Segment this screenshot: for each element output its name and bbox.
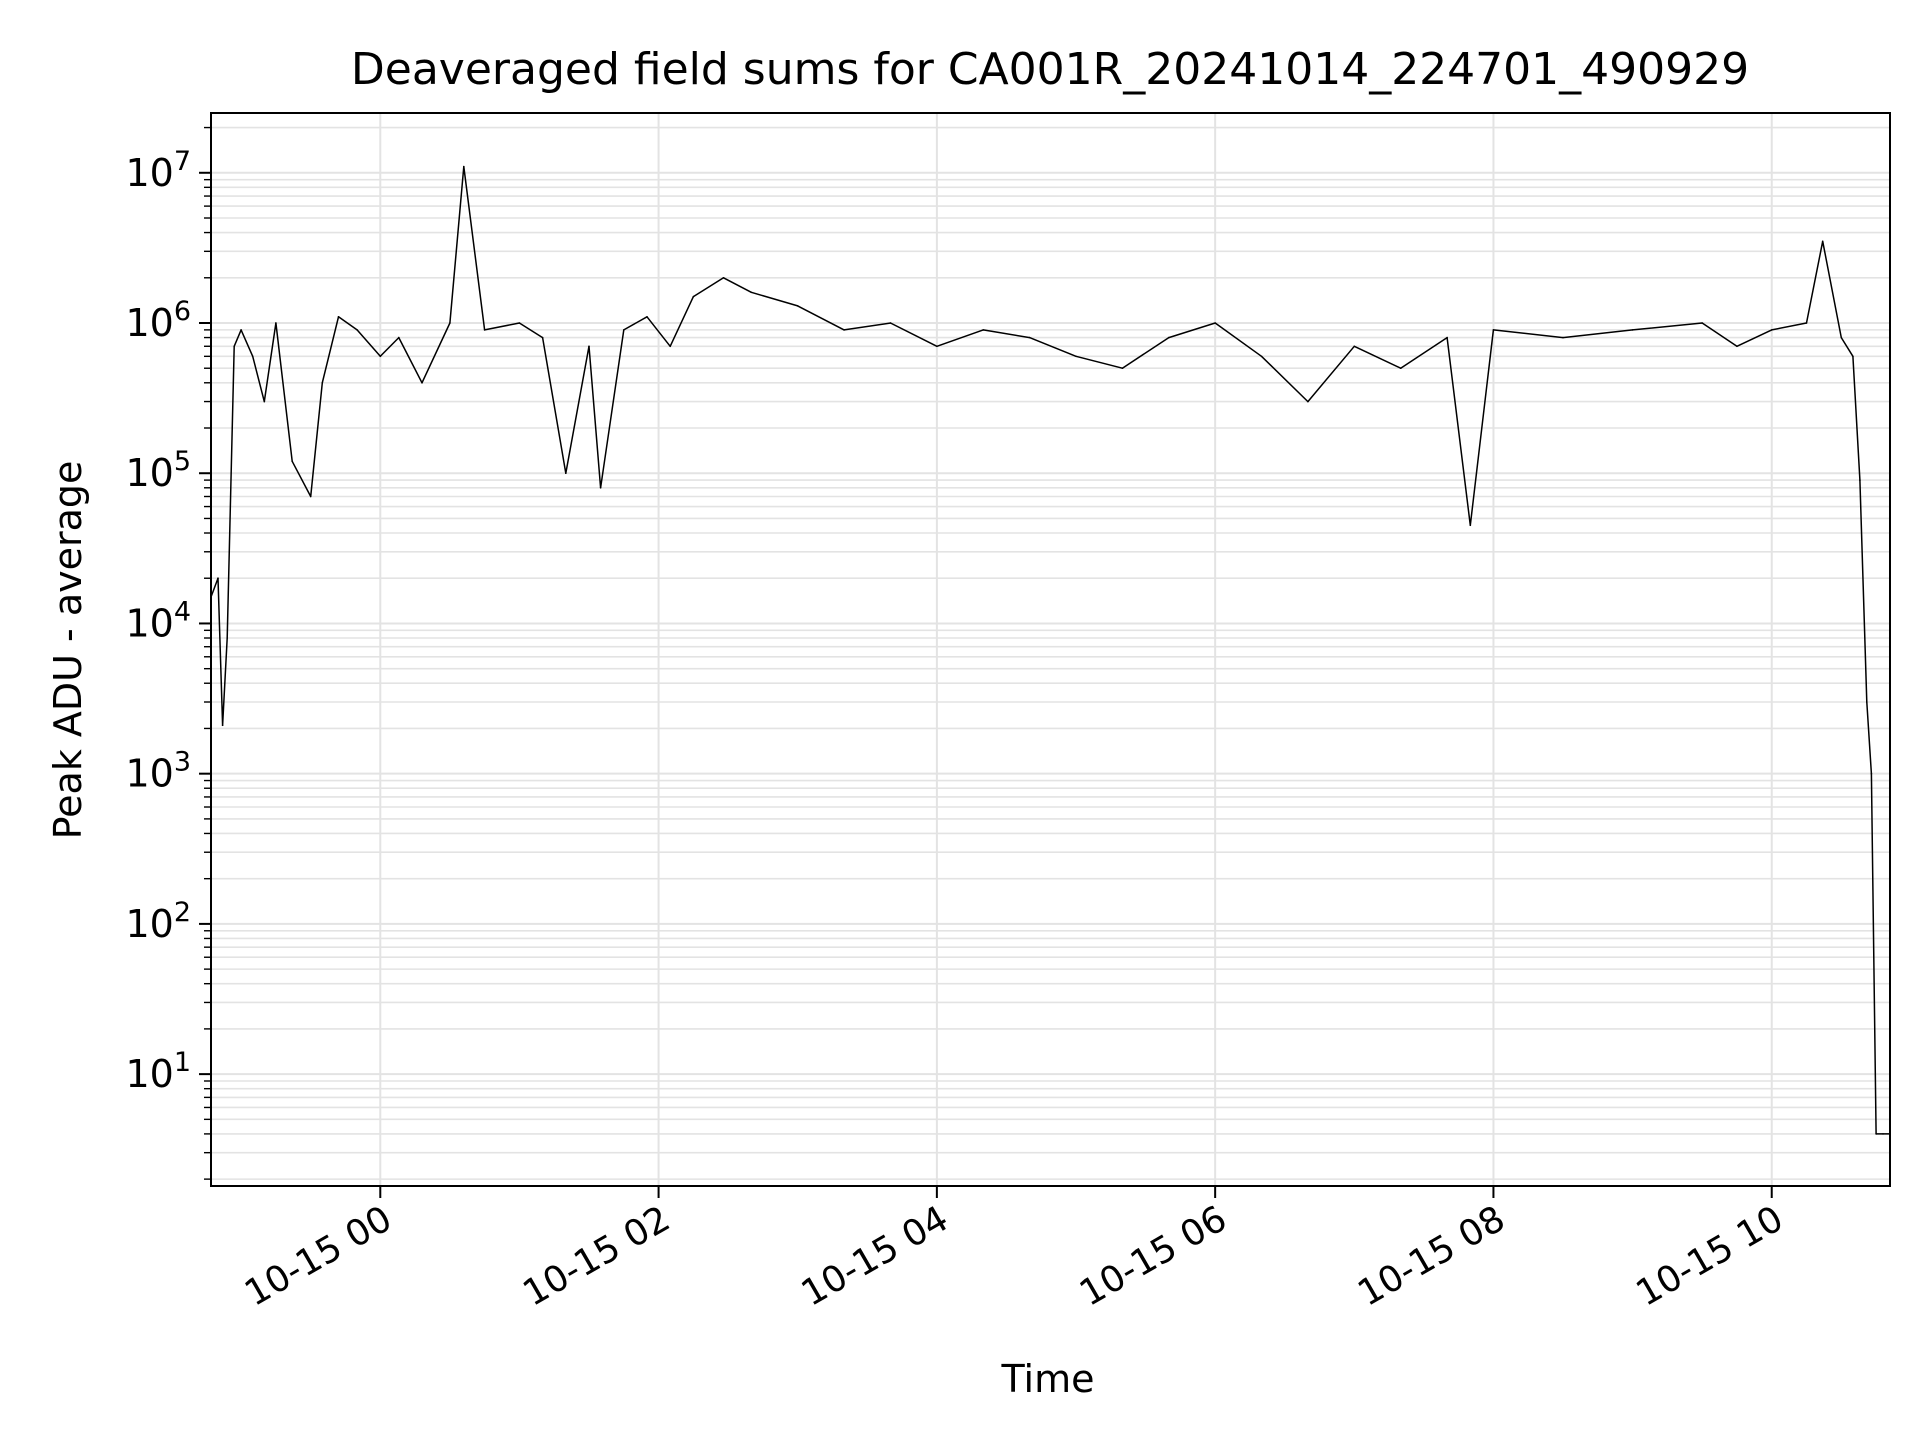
data-point bbox=[1399, 367, 1402, 370]
data-point bbox=[421, 382, 423, 384]
y-tick-label: 103 bbox=[125, 747, 191, 796]
data-point bbox=[1736, 345, 1738, 348]
data-point bbox=[541, 336, 544, 339]
data-point bbox=[337, 316, 340, 318]
data-point bbox=[1805, 322, 1808, 324]
data-point bbox=[722, 277, 725, 279]
data-point bbox=[1260, 355, 1263, 358]
data-point bbox=[669, 345, 671, 348]
data-point bbox=[1469, 524, 1472, 527]
data-point bbox=[1492, 329, 1495, 331]
data-point bbox=[309, 495, 312, 498]
data-point bbox=[379, 355, 382, 358]
data-point bbox=[1214, 322, 1216, 324]
data-point bbox=[646, 316, 648, 318]
data-point bbox=[1028, 336, 1031, 339]
data-point bbox=[843, 329, 845, 331]
data-point bbox=[1168, 336, 1170, 339]
data-point bbox=[1121, 367, 1124, 370]
data-point bbox=[1875, 1133, 1877, 1135]
y-tick-label: 104 bbox=[125, 596, 191, 645]
y-axis-label: Peak ADU - average bbox=[46, 461, 90, 840]
data-point bbox=[291, 460, 294, 463]
data-point bbox=[1870, 772, 1873, 775]
data-point bbox=[321, 382, 324, 384]
data-point bbox=[263, 400, 266, 403]
plot-frame bbox=[210, 112, 1891, 1187]
y-tick-label: 101 bbox=[125, 1047, 191, 1096]
data-point bbox=[1882, 1133, 1884, 1135]
data-point bbox=[599, 487, 602, 489]
y-tick-label: 106 bbox=[125, 296, 191, 345]
data-point bbox=[518, 322, 521, 324]
data-point bbox=[1866, 701, 1868, 703]
data-point bbox=[1075, 355, 1077, 358]
data-point bbox=[796, 305, 799, 307]
data-point bbox=[356, 329, 358, 331]
data-point bbox=[1353, 345, 1356, 348]
data-point bbox=[565, 472, 567, 475]
data-point bbox=[217, 577, 219, 579]
data-point bbox=[588, 345, 590, 348]
x-axis-label: Time bbox=[1001, 1357, 1095, 1401]
data-point bbox=[275, 322, 277, 324]
data-point bbox=[623, 329, 625, 331]
data-point bbox=[1770, 329, 1773, 331]
data-point bbox=[1859, 479, 1861, 481]
data-point bbox=[233, 345, 235, 348]
data-point bbox=[1307, 400, 1309, 403]
y-tick-label: 105 bbox=[125, 446, 191, 495]
data-point bbox=[982, 329, 984, 331]
data-point bbox=[1446, 336, 1448, 339]
data-point bbox=[1852, 355, 1854, 358]
data-point bbox=[463, 165, 465, 168]
data-point bbox=[449, 322, 451, 324]
data-point bbox=[398, 336, 400, 339]
data-point bbox=[1821, 240, 1824, 243]
data-point bbox=[1562, 336, 1564, 339]
plot-area bbox=[210, 165, 1891, 1135]
y-tick-label: 102 bbox=[125, 897, 191, 946]
data-point bbox=[1840, 336, 1843, 339]
data-point bbox=[240, 329, 242, 331]
y-tick-label: 107 bbox=[125, 146, 191, 195]
data-point bbox=[251, 355, 254, 358]
data-point bbox=[483, 329, 486, 331]
data-point bbox=[692, 295, 695, 298]
data-point bbox=[1701, 322, 1703, 324]
data-point bbox=[750, 291, 753, 294]
chart-title: Deaveraged field sums for CA001R_2024101… bbox=[351, 44, 1749, 95]
data-point bbox=[936, 345, 938, 348]
grid bbox=[211, 113, 1890, 1186]
data-point bbox=[221, 724, 224, 727]
data-point bbox=[1631, 329, 1634, 331]
data-point bbox=[226, 637, 228, 639]
data-point bbox=[889, 322, 892, 324]
